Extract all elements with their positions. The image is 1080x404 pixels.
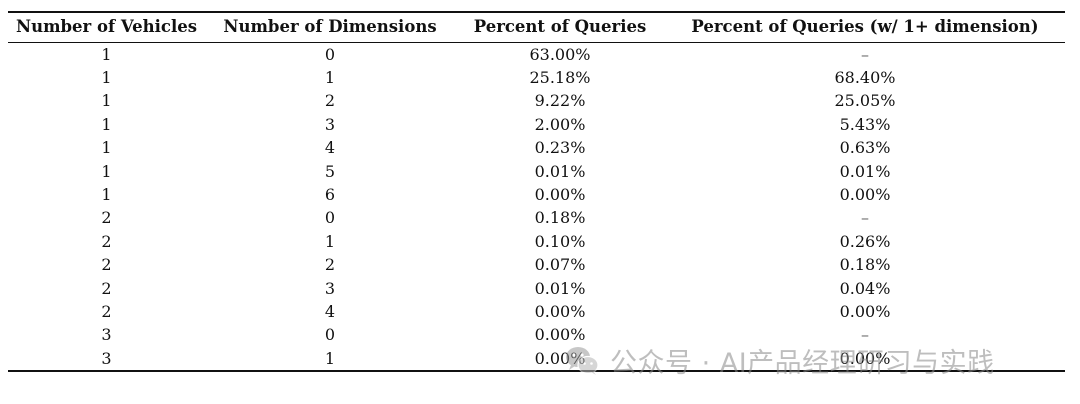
cell-percent: 0.07% xyxy=(534,255,586,275)
cell-percent-1plus: – xyxy=(861,208,869,228)
cell-percent: 0.00% xyxy=(455,346,665,373)
cell-dimensions: 5 xyxy=(324,161,336,181)
cell-percent: 0.01% xyxy=(534,278,586,298)
cell-dimensions: 0 xyxy=(324,208,336,228)
table-row: 1 4 0.23% 0.63% xyxy=(8,136,1065,159)
cell-dimensions: 3 xyxy=(324,114,336,134)
cell-percent-1plus: 0.04% xyxy=(839,278,891,298)
cell-percent-1plus: 0.26% xyxy=(839,231,891,251)
cell-dimensions: 2 xyxy=(324,91,336,111)
cell-percent-1plus: 25.05% xyxy=(834,91,896,111)
cell-percent: 0.18% xyxy=(534,208,586,228)
table-row: 3 1 0.00% 0.00% xyxy=(8,346,1065,373)
cell-vehicles: 1 xyxy=(101,44,112,64)
table-row: 1 0 63.00% – xyxy=(8,42,1065,66)
results-table-container: Number of Vehicles Number of Dimensions … xyxy=(8,11,1065,373)
cell-vehicles: 1 xyxy=(101,184,112,204)
cell-vehicles: 1 xyxy=(101,161,112,181)
header-percent-of-queries: Percent of Queries xyxy=(455,11,665,43)
cell-vehicles: 2 xyxy=(101,278,112,298)
cell-percent-1plus: – xyxy=(861,44,869,64)
cell-vehicles: 1 xyxy=(101,91,112,111)
cell-dimensions: 6 xyxy=(324,184,336,204)
cell-percent: 63.00% xyxy=(529,44,591,64)
table-row: 1 6 0.00% 0.00% xyxy=(8,183,1065,206)
cell-percent-1plus: 0.00% xyxy=(839,301,891,321)
cell-percent: 0.23% xyxy=(534,138,586,158)
cell-vehicles: 1 xyxy=(101,138,112,158)
table-row: 3 0 0.00% – xyxy=(8,323,1065,346)
table-row: 2 1 0.10% 0.26% xyxy=(8,230,1065,253)
table-header-row: Number of Vehicles Number of Dimensions … xyxy=(8,11,1065,43)
cell-percent: 2.00% xyxy=(534,114,586,134)
cell-percent: 25.18% xyxy=(529,67,591,87)
table-row: 1 5 0.01% 0.01% xyxy=(8,160,1065,183)
header-number-of-dimensions: Number of Dimensions xyxy=(205,11,455,43)
table-row: 1 1 25.18% 68.40% xyxy=(8,66,1065,89)
cell-percent-1plus: 5.43% xyxy=(839,114,891,134)
cell-percent: 0.01% xyxy=(534,161,586,181)
header-percent-of-queries-1plus: Percent of Queries (w/ 1+ dimension) xyxy=(665,11,1065,43)
cell-dimensions: 1 xyxy=(324,67,336,87)
cell-vehicles: 3 xyxy=(8,346,205,373)
cell-dimensions: 0 xyxy=(324,325,336,345)
table-body: 1 0 63.00% – 1 1 25.18% 68.40% 1 2 9.22%… xyxy=(8,42,1065,373)
cell-dimensions: 1 xyxy=(324,231,336,251)
cell-dimensions: 4 xyxy=(324,138,336,158)
cell-percent-1plus: 0.01% xyxy=(839,161,891,181)
cell-dimensions: 4 xyxy=(324,301,336,321)
cell-percent: 0.00% xyxy=(534,325,586,345)
table-row: 2 0 0.18% – xyxy=(8,206,1065,229)
cell-dimensions: 0 xyxy=(324,44,336,64)
cell-dimensions: 3 xyxy=(324,278,336,298)
cell-percent: 9.22% xyxy=(534,91,586,111)
cell-dimensions: 2 xyxy=(324,255,336,275)
query-dimensions-table: Number of Vehicles Number of Dimensions … xyxy=(8,11,1065,373)
cell-vehicles: 3 xyxy=(101,325,112,345)
table-row: 2 2 0.07% 0.18% xyxy=(8,253,1065,276)
table-row: 1 3 2.00% 5.43% xyxy=(8,113,1065,136)
table-row: 1 2 9.22% 25.05% xyxy=(8,89,1065,112)
table-row: 2 3 0.01% 0.04% xyxy=(8,277,1065,300)
cell-percent-1plus: 68.40% xyxy=(834,67,896,87)
cell-vehicles: 2 xyxy=(101,208,112,228)
cell-vehicles: 1 xyxy=(101,67,112,87)
cell-percent: 0.10% xyxy=(534,231,586,251)
cell-percent: 0.00% xyxy=(534,301,586,321)
cell-vehicles: 1 xyxy=(101,114,112,134)
header-number-of-vehicles: Number of Vehicles xyxy=(8,11,205,43)
cell-vehicles: 2 xyxy=(101,231,112,251)
cell-percent-1plus: – xyxy=(861,325,869,345)
table-row: 2 4 0.00% 0.00% xyxy=(8,300,1065,323)
cell-percent-1plus: 0.00% xyxy=(839,184,891,204)
cell-dimensions: 1 xyxy=(205,346,455,373)
cell-percent-1plus: 0.18% xyxy=(839,255,891,275)
cell-vehicles: 2 xyxy=(101,301,112,321)
cell-vehicles: 2 xyxy=(101,255,112,275)
cell-percent-1plus: 0.63% xyxy=(839,138,891,158)
cell-percent: 0.00% xyxy=(534,184,586,204)
cell-percent-1plus: 0.00% xyxy=(665,346,1065,373)
